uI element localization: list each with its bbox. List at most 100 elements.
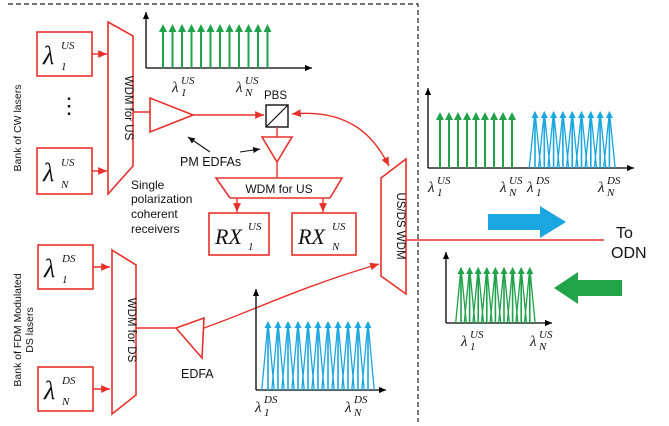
spectrum-ds-bottom-label-1: λ DS 1 xyxy=(254,394,278,419)
spectrum-right-ds-channel xyxy=(537,111,551,169)
laser-ds-1: λ DS 1 xyxy=(37,244,94,290)
spectrum-ds-bottom-channel xyxy=(361,321,375,391)
spectrum-ds-bottom-label-n: λ DS N xyxy=(344,394,368,419)
spectrum-us-top-channel xyxy=(263,24,272,68)
svg-text:λ: λ xyxy=(42,41,54,70)
svg-text:DS: DS xyxy=(353,394,368,406)
svg-text:λ: λ xyxy=(427,180,435,196)
spectrum-ds-bottom-channel xyxy=(341,321,355,391)
link-edfa-usds xyxy=(203,262,380,329)
svg-text:λ: λ xyxy=(526,180,534,196)
laser-ds-n: λ DS N xyxy=(37,366,94,412)
spectrum-right-bottom-channel xyxy=(523,267,536,324)
spectrum-right-label-ds1: λ DS 1 xyxy=(526,175,550,199)
receiver-n: RX US N xyxy=(291,212,357,256)
spectrum-right-us-channel xyxy=(490,112,498,168)
spectrum-ds-bottom-channel xyxy=(311,321,325,391)
svg-text:US: US xyxy=(332,221,346,233)
svg-text:N: N xyxy=(606,187,615,199)
svg-text:1: 1 xyxy=(470,341,476,353)
spectrum-us-top-channel xyxy=(197,24,205,68)
svg-text:N: N xyxy=(538,341,547,353)
svg-text:λ: λ xyxy=(42,158,54,187)
svg-text:PBS: PBS xyxy=(264,90,287,102)
spectrum-right-ds-channel xyxy=(565,111,579,169)
svg-text:N: N xyxy=(61,396,70,408)
svg-text:λ: λ xyxy=(597,180,605,196)
svg-text:US: US xyxy=(437,175,451,187)
spectrum-right-ds-channel xyxy=(584,111,598,169)
spectrum-us-top-channel xyxy=(168,24,177,68)
svg-text:polarization: polarization xyxy=(131,192,192,206)
spectrum-us-top-channel xyxy=(206,24,215,68)
svg-text:RX: RX xyxy=(214,224,243,249)
spectrum-right-bottom: λ US 1 λ US N xyxy=(442,251,553,353)
arrow-upstream xyxy=(554,272,622,304)
spectrum-right-bottom-label-1: λ US 1 xyxy=(460,329,484,353)
spectrum-ds-bottom-channel xyxy=(351,321,365,391)
svg-text:US: US xyxy=(539,329,553,341)
svg-text:US/DS WDM: US/DS WDM xyxy=(394,192,406,259)
edfa-label: EDFA xyxy=(181,367,214,381)
wdm-us-left: WDM for US xyxy=(107,20,134,197)
spectrum-right-bottom-channel xyxy=(463,267,476,324)
svg-text:λ: λ xyxy=(171,80,179,96)
spectrum-right-ds-channel xyxy=(593,111,607,169)
spectrum-us-top-label-n: λ US N xyxy=(235,75,259,99)
spectrum-right-us-channel xyxy=(445,112,453,168)
svg-text:N: N xyxy=(244,87,253,99)
spectrum-us-top-label-1: λ US 1 xyxy=(171,75,195,99)
spectrum-right-top: λ US 1 λ US N λ DS 1 λ DS N xyxy=(424,88,634,199)
spectrum-ds-bottom-channel xyxy=(271,321,285,391)
to-label: To xyxy=(616,225,633,242)
svg-text:coherent: coherent xyxy=(131,207,178,221)
svg-text:RX: RX xyxy=(297,224,326,249)
spectrum-right-bottom-channel xyxy=(506,267,519,324)
spectrum-ds-bottom-channel xyxy=(301,321,315,391)
spectrum-right-ds-channel xyxy=(528,111,542,169)
svg-text:λ: λ xyxy=(43,376,55,405)
spectrum-right-bottom-channel xyxy=(472,267,485,324)
pm-edfas-pointer-1 xyxy=(187,136,211,153)
spectrum-us-top-channel xyxy=(235,24,243,68)
arrow-downstream xyxy=(488,206,566,238)
spectrum-right-bottom-channel xyxy=(498,267,510,324)
spectrum-right-ds-channel xyxy=(547,111,561,169)
spectrum-right-label-dsn: λ DS N xyxy=(597,175,621,199)
svg-text:US: US xyxy=(245,75,259,87)
wdm-us-mid: WDM for US xyxy=(214,177,344,199)
spectrum-ds-bottom-channel xyxy=(261,321,275,391)
spectrum-right-ds-channel xyxy=(575,111,588,169)
pm-edfa-1 xyxy=(149,96,196,134)
svg-text:λ: λ xyxy=(235,80,243,96)
pm-edfa-2 xyxy=(260,136,294,164)
svg-text:US: US xyxy=(509,175,523,187)
spectrum-right-us-channel xyxy=(508,112,516,168)
wdm-ds: WDM for DS xyxy=(111,248,137,416)
edfa-ds xyxy=(174,316,205,361)
svg-text:US: US xyxy=(470,329,484,341)
laser-us-n: λ US N xyxy=(36,147,93,195)
spectrum-us-top: λ US 1 λ US N xyxy=(142,12,312,99)
svg-text:DS: DS xyxy=(606,175,621,187)
spectrum-us-top-channel xyxy=(178,24,186,68)
svg-text:DS: DS xyxy=(61,375,76,387)
svg-text:Single: Single xyxy=(131,178,165,192)
spectrum-right-label-us1: λ US 1 xyxy=(427,175,451,199)
olt-dashed-boundary xyxy=(8,3,419,422)
spectrum-right-bottom-channel xyxy=(455,267,467,324)
spectrum-ds-bottom-channel xyxy=(281,321,295,391)
spectrum-right-ds-channel xyxy=(602,111,616,169)
svg-text:WDM for US: WDM for US xyxy=(122,76,134,141)
svg-text:N: N xyxy=(331,241,340,253)
pm-edfas-label: PM EDFAs xyxy=(180,155,241,169)
laser-us-1: λ US 1 xyxy=(36,31,93,77)
svg-text:1: 1 xyxy=(264,407,270,419)
spectrum-right-us-channel xyxy=(472,112,480,168)
spectrum-us-top-channel xyxy=(159,24,167,68)
svg-text:US: US xyxy=(248,221,262,233)
spectrum-right-us-channel xyxy=(481,112,489,168)
svg-text:receivers: receivers xyxy=(131,222,180,236)
svg-text:λ: λ xyxy=(529,334,537,350)
